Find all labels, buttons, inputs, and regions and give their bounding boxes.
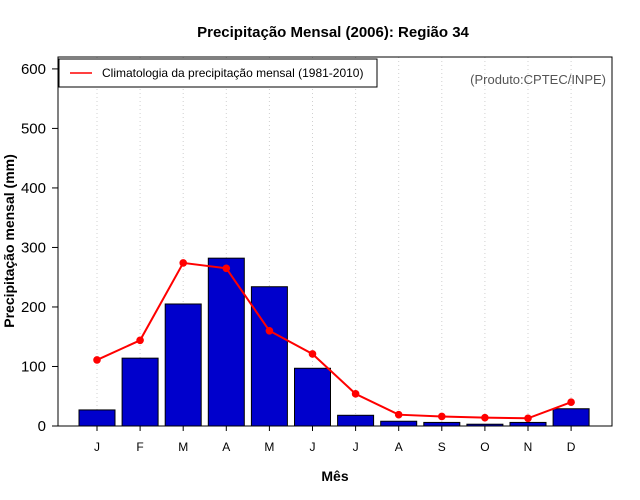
- bar-2: [164, 303, 202, 427]
- bar-10: [509, 421, 547, 427]
- x-tick-label-4: M: [264, 440, 274, 454]
- climatology-point-0: [93, 356, 101, 364]
- x-axis-label: Mês: [321, 468, 348, 484]
- x-tick-label-7: A: [395, 440, 403, 454]
- bar-11: [552, 408, 590, 427]
- x-tick-label-6: J: [353, 440, 359, 454]
- climatology-point-6: [351, 390, 360, 398]
- bar-0: [78, 409, 116, 427]
- grid-lines: [96, 57, 572, 426]
- climatology-point-7: [394, 410, 403, 419]
- climatology-point-1: [136, 336, 144, 345]
- legend-box: [58, 58, 378, 88]
- y-tick-label-100: 100: [21, 358, 46, 375]
- legend: Climatologia da precipitação mensal (198…: [58, 58, 378, 88]
- climatology-point-4: [265, 326, 274, 335]
- y-tick-label-0: 0: [38, 418, 46, 435]
- x-tick-label-10: N: [524, 440, 533, 454]
- bar-5: [294, 367, 331, 427]
- y-axis: 0 100 200 300 400 500 600: [21, 61, 58, 435]
- y-tick-label-500: 500: [21, 120, 46, 137]
- x-tick-label-9: O: [480, 440, 489, 454]
- climatology-series: [93, 259, 575, 423]
- bar-4: [250, 286, 288, 427]
- plot-frame: [57, 56, 613, 427]
- x-tick-label-5: J: [310, 440, 316, 454]
- climatology-point-2: [179, 259, 187, 267]
- chart-title: Precipitação Mensal (2006): Região 34: [197, 24, 469, 41]
- bar-7: [380, 420, 418, 427]
- climatology-line: [96, 261, 572, 420]
- y-tick-label-200: 200: [21, 299, 46, 316]
- y-tick-label-600: 600: [21, 61, 46, 78]
- x-tick-label-3: A: [222, 440, 230, 454]
- bar-1: [121, 357, 159, 427]
- x-tick-label-2: M: [178, 440, 188, 454]
- x-tick-label-11: D: [567, 440, 576, 454]
- climatology-point-9: [481, 413, 489, 422]
- climatology-point-10: [524, 414, 532, 423]
- x-tick-label-8: S: [438, 440, 446, 454]
- climatology-point-11: [567, 398, 575, 406]
- y-tick-label-400: 400: [21, 180, 46, 197]
- climatology-point-8: [438, 412, 446, 421]
- bar-8: [423, 421, 461, 427]
- bar-3: [207, 257, 245, 427]
- bar-6: [337, 414, 375, 427]
- y-axis-label: Precipitação mensal (mm): [1, 154, 17, 328]
- credit-text: (Produto:CPTEC/INPE): [470, 72, 606, 87]
- climatology-point-5: [308, 350, 317, 358]
- legend-label: Climatologia da precipitação mensal (198…: [102, 66, 363, 80]
- x-tick-label-0: J: [94, 440, 100, 454]
- climatology-point-3: [222, 264, 231, 273]
- bar-series: [78, 257, 590, 427]
- y-tick-label-300: 300: [21, 239, 46, 256]
- x-tick-label-1: F: [136, 440, 143, 454]
